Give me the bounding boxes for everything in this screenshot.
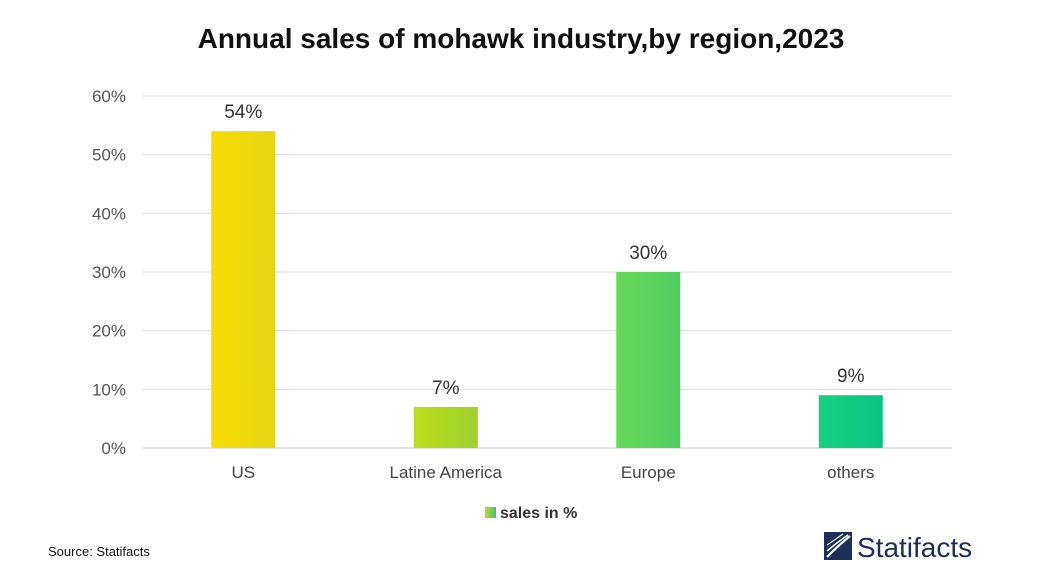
brand-name: Statifacts xyxy=(857,532,972,563)
x-tick-label: others xyxy=(827,463,874,482)
x-tick-label: Latine America xyxy=(390,463,503,482)
gridlines xyxy=(142,95,952,449)
y-tick-label: 0% xyxy=(101,439,126,458)
brand-logo: Statifacts xyxy=(824,532,972,563)
x-axis-ticks: US Latine America Europe others xyxy=(231,463,874,482)
y-tick-label: 60% xyxy=(92,87,126,106)
legend-label: sales in % xyxy=(500,505,577,522)
y-axis-ticks: 0% 10% 20% 30% 40% 50% 60% xyxy=(92,87,126,458)
source-note: Source: Statifacts xyxy=(48,544,150,559)
data-label: 7% xyxy=(432,378,460,399)
statifacts-logo-icon xyxy=(824,532,852,560)
chart-title: Annual sales of mohawk industry,by regio… xyxy=(198,23,845,54)
bar-others xyxy=(818,395,883,448)
y-tick-label: 50% xyxy=(92,146,126,165)
data-label: 54% xyxy=(224,102,262,123)
y-tick-label: 40% xyxy=(92,204,126,223)
legend[interactable]: sales in % xyxy=(485,505,577,522)
y-tick-label: 20% xyxy=(92,322,126,341)
y-tick-label: 30% xyxy=(92,263,126,282)
bars xyxy=(211,131,883,448)
bar-europe xyxy=(616,272,681,448)
data-label: 30% xyxy=(629,243,667,264)
data-label: 9% xyxy=(837,366,865,387)
x-tick-label: Europe xyxy=(621,463,676,482)
x-tick-label: US xyxy=(231,463,255,482)
bar-latine-america xyxy=(413,406,478,448)
y-tick-label: 10% xyxy=(92,380,126,399)
legend-swatch xyxy=(485,507,496,518)
data-labels: 54% 7% 30% 9% xyxy=(224,102,864,399)
bar-us xyxy=(211,131,276,448)
